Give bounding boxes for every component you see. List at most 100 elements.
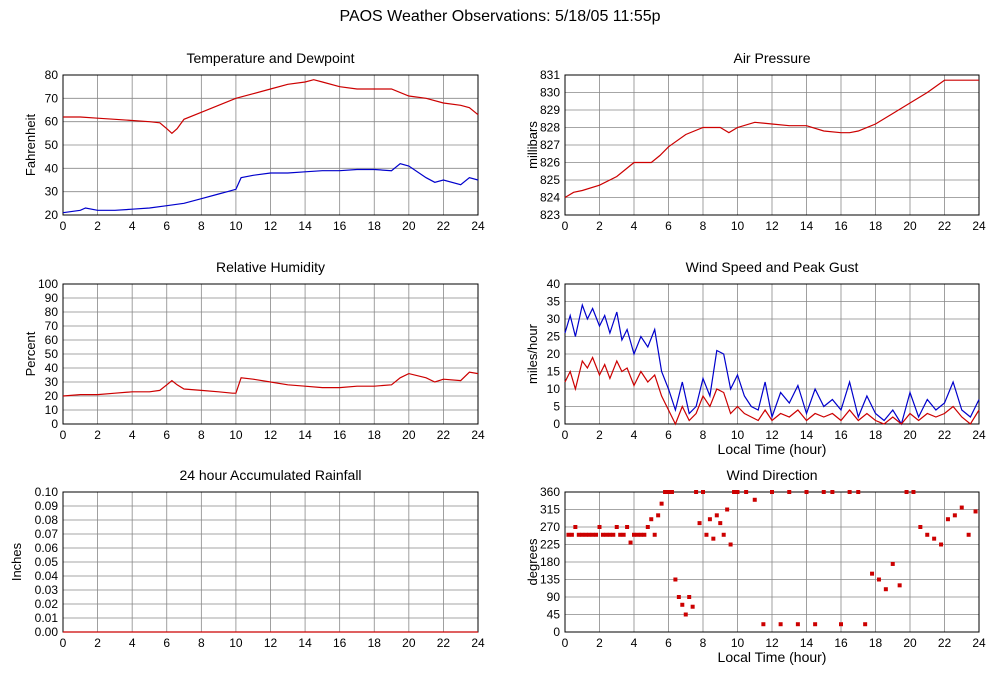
chart-rain-ytick-label: 0.07: [35, 527, 59, 541]
chart-wind-xtick-label: 22: [938, 428, 952, 442]
chart-direction-point: [673, 577, 678, 582]
chart-wind-xtick-label: 2: [596, 428, 603, 442]
chart-wind-xtick-label: 4: [631, 428, 638, 442]
chart-direction-point: [638, 532, 643, 537]
chart-rain-ytick-label: 0.06: [35, 541, 59, 555]
chart-pressure-ytick-label: 831: [540, 68, 560, 82]
chart-direction-point: [614, 525, 619, 529]
chart-rain-xtick-label: 22: [437, 636, 451, 650]
chart-rain-xtick-label: 16: [333, 636, 347, 650]
chart-humidity-xtick-label: 14: [298, 428, 312, 442]
chart-humidity-xtick-label: 18: [368, 428, 382, 442]
chart-humidity-ytick-label: 30: [45, 375, 59, 389]
chart-wind-xtick-label: 8: [700, 428, 707, 442]
chart-pressure-title: Air Pressure: [733, 50, 810, 66]
chart-rain-ytick-label: 0.09: [35, 499, 59, 513]
chart-temp-series-red-line: [63, 79, 479, 135]
chart-direction-point: [911, 490, 916, 494]
chart-direction-point: [821, 490, 826, 494]
chart-wind-xtick-label: 12: [765, 428, 779, 442]
chart-pressure-xtick-label: 6: [665, 219, 672, 233]
chart-direction-point: [839, 622, 843, 627]
chart-temp-xtick-label: 6: [163, 219, 170, 233]
chart-direction-point: [795, 622, 800, 627]
chart-rain-xtick-label: 4: [129, 636, 136, 650]
chart-direction-point: [656, 513, 661, 518]
chart-temp-ytick-label: 30: [45, 185, 59, 199]
chart-temp-xtick-label: 20: [402, 219, 416, 233]
chart-temp-xtick-label: 16: [333, 219, 347, 233]
chart-rain-ytick-label: 0.01: [35, 611, 59, 625]
chart-temp-xtick-label: 24: [471, 219, 485, 233]
chart-pressure-xtick-label: 18: [869, 219, 883, 233]
chart-pressure-ytick-label: 829: [540, 103, 560, 117]
chart-direction-point: [659, 501, 664, 506]
chart-direction-point: [697, 521, 702, 526]
chart-direction-xtick-label: 8: [700, 636, 707, 650]
chart-pressure-ytick-label: 828: [540, 121, 560, 135]
chart-temp-ytick-label: 40: [45, 161, 59, 175]
chart-direction-point: [925, 532, 930, 537]
chart-direction-point: [569, 532, 574, 537]
chart-direction-point: [587, 532, 592, 537]
chart-direction-point: [628, 540, 633, 545]
chart-direction-point: [959, 505, 964, 510]
chart-direction-point: [566, 532, 571, 537]
chart-humidity-xtick-label: 2: [94, 428, 101, 442]
chart-direction-point: [778, 622, 783, 627]
chart-direction-point: [694, 490, 699, 494]
chart-rain-ytick-label: 0.08: [35, 513, 59, 527]
chart-direction-xtick-label: 4: [631, 636, 638, 650]
chart-humidity-ytick-label: 100: [38, 277, 58, 291]
chart-pressure-ytick-label: 825: [540, 173, 560, 187]
chart-pressure-ytick-label: 830: [540, 86, 560, 100]
chart-direction-point: [732, 490, 737, 494]
chart-temp-xtick-label: 18: [368, 219, 382, 233]
chart-humidity-xtick-label: 4: [129, 428, 136, 442]
chart-direction-point: [761, 622, 766, 627]
chart-direction-point: [666, 490, 671, 494]
chart-wind-ytick-label: 15: [547, 365, 561, 379]
chart-humidity-xtick-label: 0: [60, 428, 67, 442]
chart-direction-xtick-label: 24: [972, 636, 986, 650]
chart-pressure-series-red-line: [564, 79, 979, 199]
chart-direction-xtick-label: 20: [903, 636, 917, 650]
chart-direction-xtick-label: 2: [596, 636, 603, 650]
chart-rain-xtick-label: 20: [402, 636, 416, 650]
chart-wind-xlabel: Local Time (hour): [718, 441, 827, 457]
chart-wind-xtick-label: 18: [869, 428, 883, 442]
chart-rain-ylabel: Inches: [9, 542, 24, 581]
chart-direction-point: [752, 497, 757, 502]
chart-direction-point: [870, 571, 875, 576]
chart-direction-point: [600, 532, 605, 537]
chart-humidity-ytick-label: 20: [45, 389, 59, 403]
chart-direction-ytick-label: 135: [540, 573, 560, 587]
chart-pressure-xtick-label: 20: [903, 219, 917, 233]
chart-direction-point: [918, 525, 923, 529]
chart-humidity-xtick-label: 6: [163, 428, 170, 442]
chart-direction-point: [932, 536, 937, 541]
chart-direction-point: [632, 532, 636, 537]
chart-direction-ylabel: degrees: [525, 538, 540, 585]
chart-direction-point: [576, 532, 581, 537]
chart-rain-xtick-label: 8: [198, 636, 205, 650]
chart-pressure-xtick-label: 24: [972, 219, 986, 233]
chart-direction-point: [770, 490, 774, 494]
chart-direction-point: [897, 583, 902, 588]
chart-direction-point: [652, 532, 657, 537]
chart-direction-ytick-label: 180: [540, 555, 560, 569]
chart-temp-xtick-label: 2: [94, 219, 101, 233]
chart-direction-point: [813, 622, 818, 627]
chart-direction-point: [707, 517, 712, 522]
chart-direction-point: [952, 513, 957, 518]
chart-direction-point: [718, 521, 723, 526]
chart-direction-point: [945, 517, 950, 522]
chart-pressure-frame: [564, 74, 980, 216]
chart-direction-point: [973, 509, 978, 514]
chart-direction-point: [573, 525, 578, 529]
chart-temp-xtick-label: 12: [264, 219, 278, 233]
chart-wind-series-blue-line: [564, 302, 980, 426]
chart-wind-ytick-label: 30: [547, 312, 561, 326]
chart-temp-ytick-label: 70: [45, 91, 59, 105]
